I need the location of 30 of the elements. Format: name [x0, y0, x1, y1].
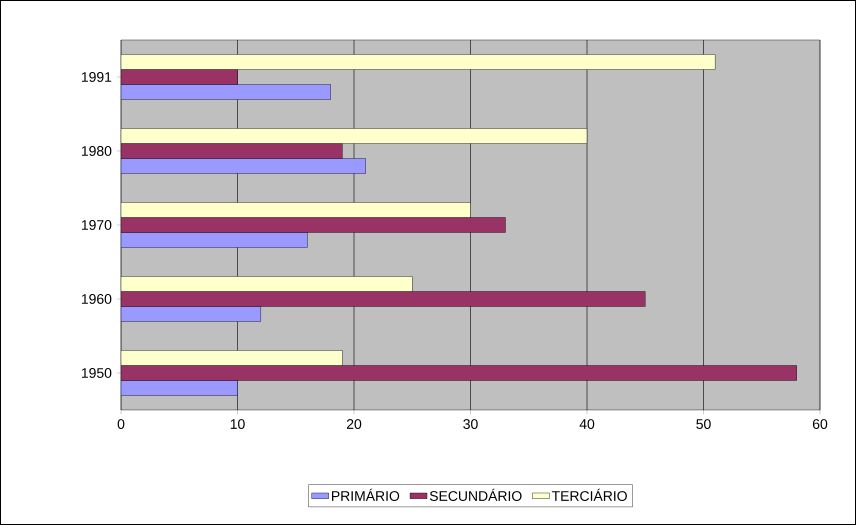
bar	[121, 291, 646, 307]
y-tick-label: 1970	[82, 220, 112, 230]
bar	[121, 276, 412, 292]
bar	[121, 306, 262, 322]
bar	[121, 202, 471, 218]
bar	[121, 84, 331, 100]
bar	[121, 232, 308, 248]
x-tick-label: 20	[346, 419, 362, 429]
bar	[121, 365, 797, 381]
bar	[121, 158, 366, 174]
bar	[121, 350, 343, 366]
x-tick-label: 40	[580, 419, 594, 429]
legend-label: SECUNDÁRIO	[430, 488, 522, 501]
x-tick-label: 60	[812, 419, 828, 429]
y-tick-label: 1960	[82, 294, 112, 304]
legend-label: PRIMÁRIO	[332, 488, 400, 501]
y-tick-label: 1950	[82, 368, 112, 378]
y-tick-label: 1991	[82, 72, 112, 82]
bar	[121, 128, 588, 144]
bar	[121, 380, 238, 396]
x-tick-label: 30	[463, 419, 478, 429]
x-tick-label: 10	[230, 419, 245, 429]
x-tick-label: 50	[696, 419, 711, 429]
bar	[121, 217, 506, 233]
bar	[121, 54, 716, 70]
bar	[121, 69, 238, 85]
y-tick-label: 1980	[82, 146, 112, 156]
legend-label: TERCIÁRIO	[552, 488, 627, 501]
x-tick-label: 0	[118, 419, 124, 429]
bar	[121, 143, 343, 159]
